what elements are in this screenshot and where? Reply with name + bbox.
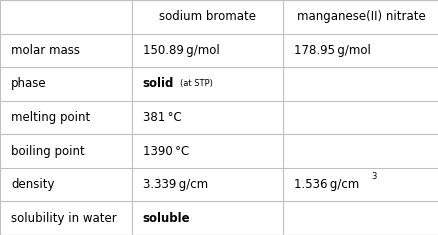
Text: boiling point: boiling point <box>11 145 85 158</box>
Text: (at STP): (at STP) <box>180 79 212 88</box>
Text: melting point: melting point <box>11 111 90 124</box>
Text: 381 °C: 381 °C <box>142 111 181 124</box>
Text: sodium bromate: sodium bromate <box>159 10 255 23</box>
Text: 150.89 g/mol: 150.89 g/mol <box>142 44 219 57</box>
Text: solid: solid <box>142 77 173 90</box>
Text: phase: phase <box>11 77 46 90</box>
Text: solubility in water: solubility in water <box>11 212 117 225</box>
Text: soluble: soluble <box>142 212 190 225</box>
Text: density: density <box>11 178 54 191</box>
Text: 178.95 g/mol: 178.95 g/mol <box>293 44 370 57</box>
Text: manganese(II) nitrate: manganese(II) nitrate <box>296 10 424 23</box>
Text: 3.339 g/cm: 3.339 g/cm <box>142 178 207 191</box>
Text: 1.536 g/cm: 1.536 g/cm <box>293 178 359 191</box>
Text: 3: 3 <box>370 172 375 181</box>
Text: molar mass: molar mass <box>11 44 80 57</box>
Text: 1390 °C: 1390 °C <box>142 145 188 158</box>
